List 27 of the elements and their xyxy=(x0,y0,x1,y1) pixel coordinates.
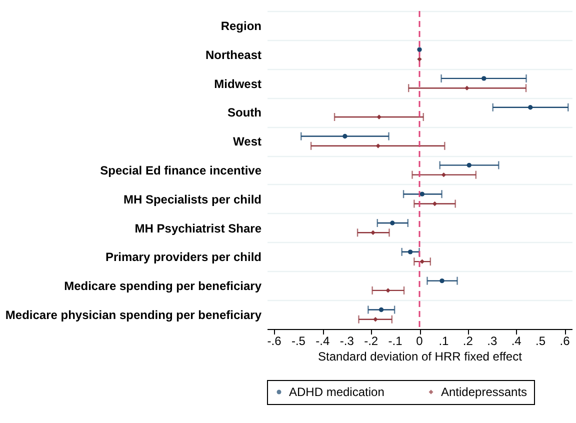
y-tick-label: Medicare spending per beneficiary xyxy=(64,279,262,294)
x-tick-label: .3 xyxy=(487,334,498,348)
x-tick-label: .1 xyxy=(438,334,450,348)
y-tick-label: Midwest xyxy=(214,76,262,91)
y-tick-label: MH Psychiatrist Share xyxy=(134,221,262,236)
y-tick-label: MH Specialists per child xyxy=(123,192,262,206)
x-tick-label: -.2 xyxy=(364,334,378,348)
x-tick-label: -.6 xyxy=(267,334,282,348)
x-tick-label: .5 xyxy=(536,334,546,348)
x-tick-label: .6 xyxy=(560,334,570,348)
x-tick-label: -.1 xyxy=(388,334,403,348)
y-tick-label: South xyxy=(228,106,262,120)
legend-label: Antidepressants xyxy=(441,385,528,399)
x-tick-label: -.4 xyxy=(316,334,330,348)
x-tick-label: 0 xyxy=(416,334,424,348)
y-tick-label: Medicare physician spending per beneficiary xyxy=(5,308,262,322)
y-tick-label: Region xyxy=(220,18,262,33)
x-axis-title: Standard deviation of HRR fixed effect xyxy=(318,350,523,364)
x-tick-label: -.5 xyxy=(291,334,306,348)
x-tick-label: .4 xyxy=(511,334,522,348)
y-tick-label: Northeast xyxy=(205,48,262,62)
x-tick-label: -.3 xyxy=(340,334,354,348)
y-tick-label: Special Ed finance incentive xyxy=(100,164,262,178)
y-tick-label: West xyxy=(233,134,262,149)
x-tick-label: .2 xyxy=(462,334,474,348)
legend-label: ADHD medication xyxy=(289,385,384,399)
y-tick-label: Primary providers per child xyxy=(105,250,262,264)
